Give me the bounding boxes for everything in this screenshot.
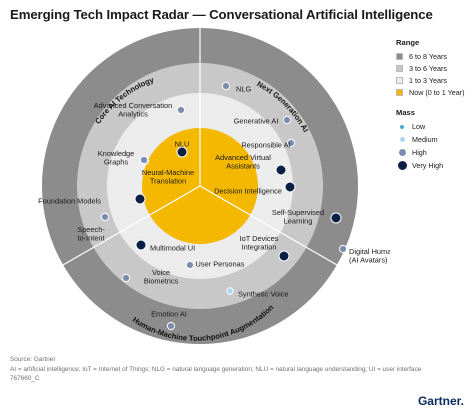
mark-voice-biometrics xyxy=(121,273,131,283)
chart-title: Emerging Tech Impact Radar — Conversatio… xyxy=(10,7,433,22)
mark-generative-ai xyxy=(282,115,292,125)
legend-range-label: 1 to 3 Years xyxy=(409,75,447,85)
label-digital-human-ai-avatars: Digital Human(AI Avatars) xyxy=(349,247,390,265)
mark-emotion-ai xyxy=(166,321,176,331)
mark-user-personas xyxy=(185,260,195,270)
mark-decision-intelligence xyxy=(284,181,296,193)
label-self-supervised-learning: Self-Supervised Learning xyxy=(272,208,324,226)
legend-range-swatch xyxy=(396,88,403,96)
label-generative-ai: Generative AI xyxy=(234,117,279,126)
mark-knowledge-graphs xyxy=(139,155,149,165)
footer-source: Source: Gartner xyxy=(10,356,56,363)
legend-mass-item: Medium xyxy=(396,133,465,146)
legend-mass-item: Very High xyxy=(396,159,465,172)
label-emotion-ai: Emotion AI xyxy=(151,310,187,319)
mark-iot-devices-integration xyxy=(278,250,290,262)
legend: Range 6 to 8 Years 3 to 6 Years 1 to 3 Yea… xyxy=(396,38,465,172)
legend-mass-dot-wrap xyxy=(396,137,408,142)
mark-self-supervised-learning xyxy=(330,212,342,224)
label-voice-biometrics: Voice Biometrics xyxy=(144,268,179,286)
mark-synthetic-voice xyxy=(226,287,234,295)
legend-mass-dot-wrap xyxy=(396,161,408,170)
label-knowledge-graphs: Knowledge Graphs xyxy=(98,149,135,167)
footer-id: 767660_C xyxy=(10,375,40,382)
legend-mass-item: High xyxy=(396,146,465,159)
legend-mass-label: Low xyxy=(412,122,426,131)
label-neural-machine-translation: Neural-Machine Translation xyxy=(142,168,194,186)
mark-nlu xyxy=(176,146,188,158)
legend-range-swatch xyxy=(396,64,403,72)
mark-digital-human-ai-avatars xyxy=(338,244,348,254)
mark-nlg xyxy=(221,81,231,91)
mark-foundation-models xyxy=(134,193,146,205)
label-iot-devices-integration: IoT Devices Integration xyxy=(240,234,279,252)
sector-dividers xyxy=(62,28,338,266)
label-decision-intelligence: Decision Intelligence xyxy=(214,187,282,196)
legend-range-item: 6 to 8 Years xyxy=(396,50,465,62)
mark-advanced-virtual-assistants xyxy=(275,164,287,176)
label-responsible-ai: Responsible AI xyxy=(241,141,290,150)
technology-marks: NLU Neural-Machine Translation Advanced Vir… xyxy=(38,81,390,331)
legend-range-swatch xyxy=(396,76,403,84)
legend-mass-dot xyxy=(399,137,405,142)
legend-mass-dot-wrap xyxy=(396,124,408,129)
legend-mass-label: High xyxy=(412,148,427,157)
label-advanced-virtual-assistants: Advanced Virtual Assistants xyxy=(215,153,271,171)
label-nlg: NLG xyxy=(236,85,251,94)
legend-range-list: 6 to 8 Years 3 to 6 Years 1 to 3 Years Now … xyxy=(396,50,465,98)
legend-mass-dot xyxy=(398,149,406,156)
mark-speech-to-intent xyxy=(100,212,110,222)
footer-notes: AI = artificial intelligence; IoT = Inte… xyxy=(10,365,422,373)
label-multimodal-ui: Multimodal UI xyxy=(150,244,195,253)
label-user-personas: User Personas xyxy=(196,260,245,269)
legend-range-title: Range xyxy=(396,38,420,47)
legend-range-item: 3 to 6 Years xyxy=(396,62,465,74)
divider-lower-left xyxy=(62,185,201,266)
radar-chart: Core AI Technology Next Generation AI Hu… xyxy=(38,28,390,344)
footer: Source: Gartner AI = artificial intellig… xyxy=(10,355,421,384)
legend-mass-item: Low xyxy=(396,120,465,133)
label-advanced-conversation-analytics: Advanced Conversation Analytics xyxy=(94,101,172,119)
legend-mass-label: Very High xyxy=(412,161,444,170)
mark-responsible-ai xyxy=(286,138,296,148)
legend-mass-label: Medium xyxy=(412,135,438,144)
legend-mass-dot xyxy=(397,161,407,170)
label-nlu: NLU xyxy=(175,140,190,149)
mark-multimodal-ui xyxy=(135,239,147,251)
label-synthetic-voice: Synthetic Voice xyxy=(238,290,289,299)
legend-range-swatch xyxy=(396,52,403,60)
legend-range-label: 6 to 8 Years xyxy=(409,51,447,61)
legend-mass-dot xyxy=(400,124,404,129)
mark-advanced-conversation-analytics xyxy=(176,105,186,115)
divider-lower-right xyxy=(199,185,338,266)
legend-mass-list: Low Medium High Very High xyxy=(396,120,465,172)
legend-mass-title: Mass xyxy=(396,108,415,117)
label-foundation-models: Foundation Models xyxy=(38,197,101,206)
label-speech-to-intent: Speech-to-Intent xyxy=(77,225,105,243)
legend-range-item: Now (0 to 1 Year) xyxy=(396,86,465,98)
legend-range-label: Now (0 to 1 Year) xyxy=(409,87,465,97)
legend-mass-dot-wrap xyxy=(396,149,408,156)
legend-range-label: 3 to 6 Years xyxy=(409,63,447,73)
gartner-logo: Gartner. xyxy=(417,394,464,408)
legend-range-item: 1 to 3 Years xyxy=(396,74,465,86)
